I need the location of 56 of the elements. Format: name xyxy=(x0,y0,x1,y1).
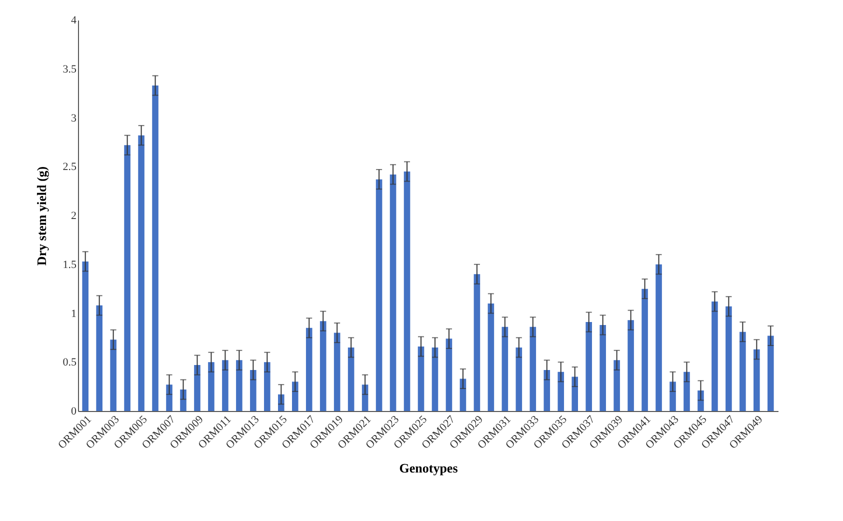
bar xyxy=(614,360,620,411)
bar xyxy=(670,382,676,411)
bar xyxy=(516,347,522,411)
bar xyxy=(376,179,382,411)
bar xyxy=(544,370,550,411)
bar xyxy=(390,174,396,411)
bar xyxy=(754,349,760,411)
bar xyxy=(152,85,158,411)
x-axis-title: Genotypes xyxy=(399,460,458,476)
bar xyxy=(208,362,214,411)
bar xyxy=(334,332,340,411)
bar xyxy=(138,135,144,411)
bar xyxy=(586,322,592,411)
bar xyxy=(768,336,774,411)
bar xyxy=(572,376,578,411)
bar xyxy=(250,370,256,411)
bar xyxy=(348,347,354,411)
y-tick-label: 1.5 xyxy=(62,258,77,271)
bar xyxy=(684,372,690,411)
bar xyxy=(404,172,410,411)
bar xyxy=(488,303,494,411)
bar xyxy=(306,328,312,411)
y-tick-label: 1 xyxy=(71,308,76,320)
y-tick-label: 3.5 xyxy=(62,63,77,76)
y-axis-title: Dry stem yield (g) xyxy=(34,166,49,266)
bar xyxy=(236,360,242,411)
bar xyxy=(222,360,228,411)
bar xyxy=(558,372,564,411)
bar xyxy=(502,326,508,411)
bar xyxy=(418,346,424,411)
bar xyxy=(726,306,732,411)
bar xyxy=(320,321,326,411)
bar xyxy=(740,332,746,411)
bar xyxy=(628,320,634,411)
bar xyxy=(110,340,116,411)
bar xyxy=(124,145,130,411)
bar xyxy=(292,382,298,411)
bar xyxy=(82,261,88,411)
bar xyxy=(656,264,662,411)
bar xyxy=(642,288,648,411)
y-tick-label: 2.5 xyxy=(62,161,77,174)
y-tick-label: 0 xyxy=(71,406,77,418)
bar xyxy=(264,362,270,411)
bar xyxy=(712,302,718,411)
bar xyxy=(530,326,536,411)
y-tick-label: 0.5 xyxy=(62,356,77,369)
bar xyxy=(194,365,200,411)
bar xyxy=(446,338,452,411)
bar xyxy=(96,305,102,411)
bar xyxy=(460,378,466,411)
y-tick-label: 4 xyxy=(71,14,77,26)
bar xyxy=(600,324,606,411)
bar xyxy=(432,347,438,411)
y-tick-label: 2 xyxy=(71,210,76,222)
bar xyxy=(474,274,480,411)
y-tick-label: 3 xyxy=(71,112,77,124)
